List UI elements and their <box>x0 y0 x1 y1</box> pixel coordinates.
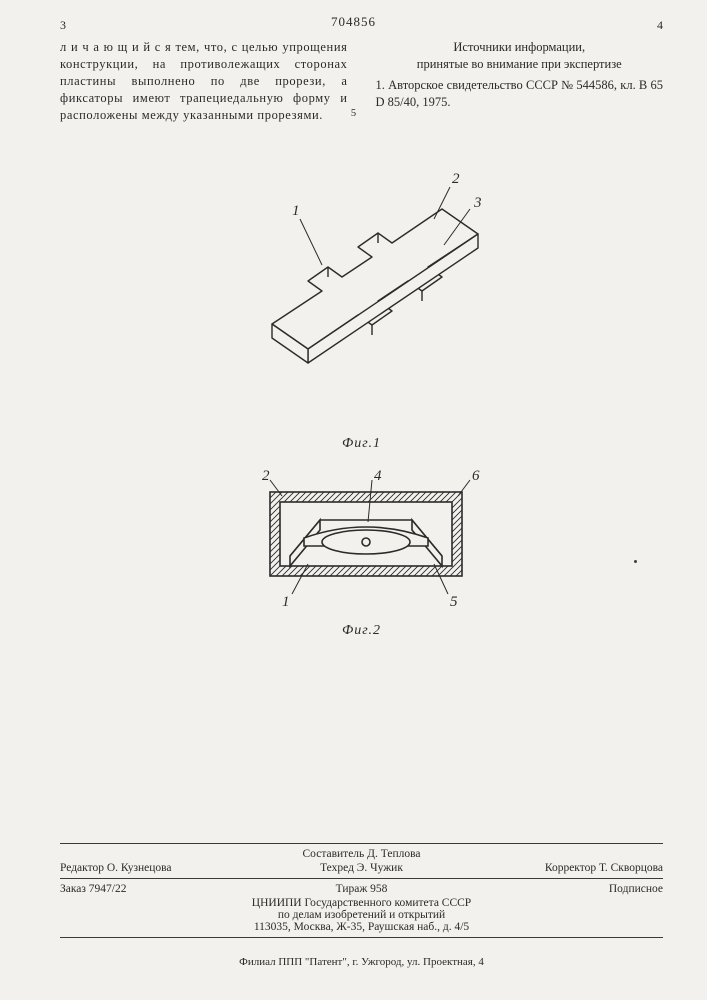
figure-2-caption: Фиг.2 <box>60 623 663 639</box>
fig1-label-2: 2 <box>452 171 460 187</box>
page-number-left: 3 <box>60 18 66 33</box>
figure-2: 2 4 6 1 5 <box>212 466 512 616</box>
fig2-label-2: 2 <box>262 468 270 484</box>
editor: Редактор О. Кузнецова <box>60 862 256 874</box>
text-columns: л и ч а ю щ и й с я тем, что, с целью уп… <box>60 39 663 123</box>
techred: Техред Э. Чужик <box>264 862 460 874</box>
fig2-label-6: 6 <box>472 468 480 484</box>
page-number-right: 4 <box>657 18 663 33</box>
column-left: л и ч а ю щ и й с я тем, что, с целью уп… <box>60 39 348 123</box>
order-number: Заказ 7947/22 <box>60 883 256 895</box>
corrector: Корректор Т. Скворцова <box>467 862 663 874</box>
tirazh: Тираж 958 <box>264 883 460 895</box>
document-number: 704856 <box>331 14 376 30</box>
podpisnoe: Подписное <box>467 883 663 895</box>
page: 704856 3 4 л и ч а ю щ и й с я тем, что,… <box>0 0 707 1000</box>
fig1-label-3: 3 <box>473 195 482 211</box>
figure-1-caption: Фиг.1 <box>60 436 663 452</box>
imprint-block: Составитель Д. Теплова Редактор О. Кузне… <box>60 839 663 942</box>
compiler-line: Составитель Д. Теплова <box>60 848 663 860</box>
org-line-1: ЦНИИПИ Государственного комитета СССР <box>60 897 663 909</box>
fig2-label-1: 1 <box>282 594 290 610</box>
scan-noise-icon <box>634 560 637 563</box>
org-line-2: по делам изобретений и открытий <box>60 909 663 921</box>
line-marker-5: 5 <box>351 108 356 119</box>
fig2-label-5: 5 <box>450 594 458 610</box>
branch-line: Филиал ППП "Патент", г. Ужгород, ул. Про… <box>60 956 663 968</box>
fig2-label-4: 4 <box>374 468 382 484</box>
org-address: 113035, Москва, Ж-35, Раушская наб., д. … <box>60 921 663 933</box>
figures-block: 1 2 3 Фиг.1 <box>60 149 663 639</box>
figure-1: 1 2 3 <box>212 149 512 429</box>
fig1-label-1: 1 <box>292 203 300 219</box>
column-right: Источники информации, принятые во вниман… <box>376 39 664 123</box>
sources-body: 1. Авторское свидетельство СССР № 544586… <box>376 77 664 111</box>
sources-heading: Источники информации, принятые во вниман… <box>376 39 664 73</box>
